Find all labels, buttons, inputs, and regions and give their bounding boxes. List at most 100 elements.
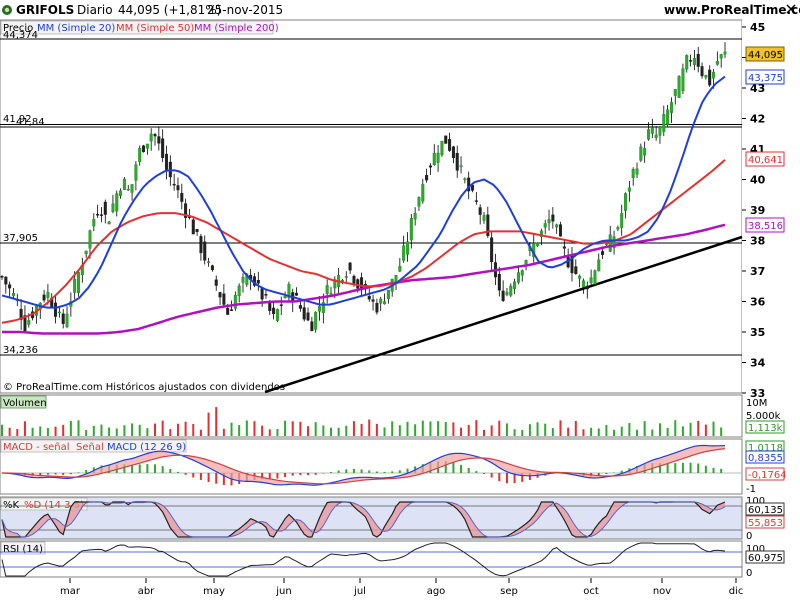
candle-down: [176, 185, 180, 191]
candle-up: [115, 193, 119, 212]
candle-up: [459, 165, 463, 167]
macd-hist-bar: [85, 469, 88, 473]
volume-bar: [23, 421, 26, 436]
ticker-label: GRIFOLS: [16, 3, 74, 17]
macd-hist-bar: [521, 473, 524, 482]
candle-down: [302, 307, 306, 320]
candle-down: [451, 146, 455, 159]
candle-up: [405, 241, 409, 255]
volume-badge: 1,113k: [748, 423, 783, 434]
volume-bar: [352, 421, 355, 436]
candle-down: [199, 236, 203, 254]
macd-hist-bar: [123, 464, 126, 473]
candle-up: [524, 260, 528, 264]
candle-up: [145, 143, 149, 149]
copyright-label: © ProRealTime.com Históricos ajustados c…: [3, 381, 285, 393]
price-tick-38: 38: [750, 235, 765, 248]
candle-up: [631, 169, 635, 178]
volume-bar: [720, 427, 723, 436]
macd-hist-bar: [291, 473, 294, 476]
month-label-may: may: [203, 586, 225, 597]
month-label-jun: jun: [275, 586, 291, 597]
candle-up: [119, 190, 123, 196]
candle-up: [149, 133, 153, 142]
candle-down: [367, 295, 371, 300]
macd-hist-bar: [192, 473, 195, 478]
candle-down: [356, 279, 360, 289]
macd-hist-bar: [460, 464, 463, 473]
candle-up: [394, 275, 398, 282]
candle-up: [329, 293, 333, 295]
candle-down: [306, 312, 310, 321]
volume-bar: [567, 427, 570, 436]
macd-panel: MACD - señal Señal MACD (12 26 9) 1 0 -1…: [0, 438, 787, 495]
candle-down: [161, 138, 165, 158]
candle-up: [646, 129, 650, 140]
legend-price: Precio: [3, 23, 33, 34]
candle-up: [654, 134, 658, 138]
candle-down: [172, 183, 176, 186]
macd-hist-bar: [46, 473, 49, 475]
volume-bars: [1, 407, 723, 436]
candle-up: [333, 279, 337, 289]
candle-up: [685, 55, 689, 70]
candle-up: [134, 164, 138, 181]
candle-down: [103, 201, 107, 215]
price-tick-37: 37: [750, 265, 765, 278]
macd-hist-bar: [597, 473, 600, 476]
candle-up: [673, 89, 677, 96]
candle-up: [543, 223, 547, 228]
volume-bar: [513, 429, 516, 436]
volume-bar: [651, 429, 654, 436]
candle-down: [260, 288, 264, 300]
volume-bar: [452, 422, 455, 436]
volume-bar: [131, 423, 134, 436]
stoch-tick-0: 0: [746, 531, 752, 542]
candle-down: [467, 177, 471, 192]
volume-bar: [322, 425, 325, 436]
candle-down: [222, 293, 226, 305]
candle-up: [436, 152, 440, 163]
volume-bar: [291, 421, 294, 436]
macd-hist-bar: [352, 468, 355, 473]
candle-up: [578, 275, 582, 279]
volume-bar: [505, 423, 508, 436]
candle-up: [409, 217, 413, 241]
legend-mm200: MM (Simple 200): [194, 23, 279, 34]
candle-up: [616, 227, 620, 230]
candle-up: [509, 285, 513, 296]
macd-hist-bar: [475, 471, 478, 473]
volume-bar: [245, 420, 248, 436]
macd-hist-bar: [658, 463, 661, 473]
candle-up: [723, 51, 727, 55]
macd-hist-bar: [620, 470, 623, 473]
candle-down: [501, 290, 505, 301]
mm20-line: [1, 75, 726, 309]
candle-up: [11, 293, 15, 297]
stoch-tick-100: 100: [746, 496, 765, 507]
candle-up: [92, 219, 96, 227]
candle-up: [681, 68, 685, 92]
macd-hist-bar: [169, 468, 172, 473]
close-icon[interactable]: [786, 4, 796, 14]
volume-bar: [574, 420, 577, 436]
month-label-sep: sep: [500, 586, 518, 597]
candle-up: [505, 291, 509, 295]
candle-up: [233, 294, 237, 309]
candle-down: [486, 214, 490, 236]
candle-down: [601, 251, 605, 255]
candle-up: [712, 71, 716, 79]
volume-bar: [337, 427, 340, 436]
candle-down: [497, 274, 501, 291]
candle-down: [195, 229, 199, 232]
volume-bar: [666, 427, 669, 436]
candle-up: [318, 306, 322, 312]
macd-hist-bar: [513, 473, 516, 484]
candle-down: [478, 207, 482, 215]
candle-down: [42, 294, 46, 301]
volume-bar: [368, 419, 371, 436]
volume-bar: [31, 427, 34, 436]
mm200-line: [2, 223, 726, 335]
